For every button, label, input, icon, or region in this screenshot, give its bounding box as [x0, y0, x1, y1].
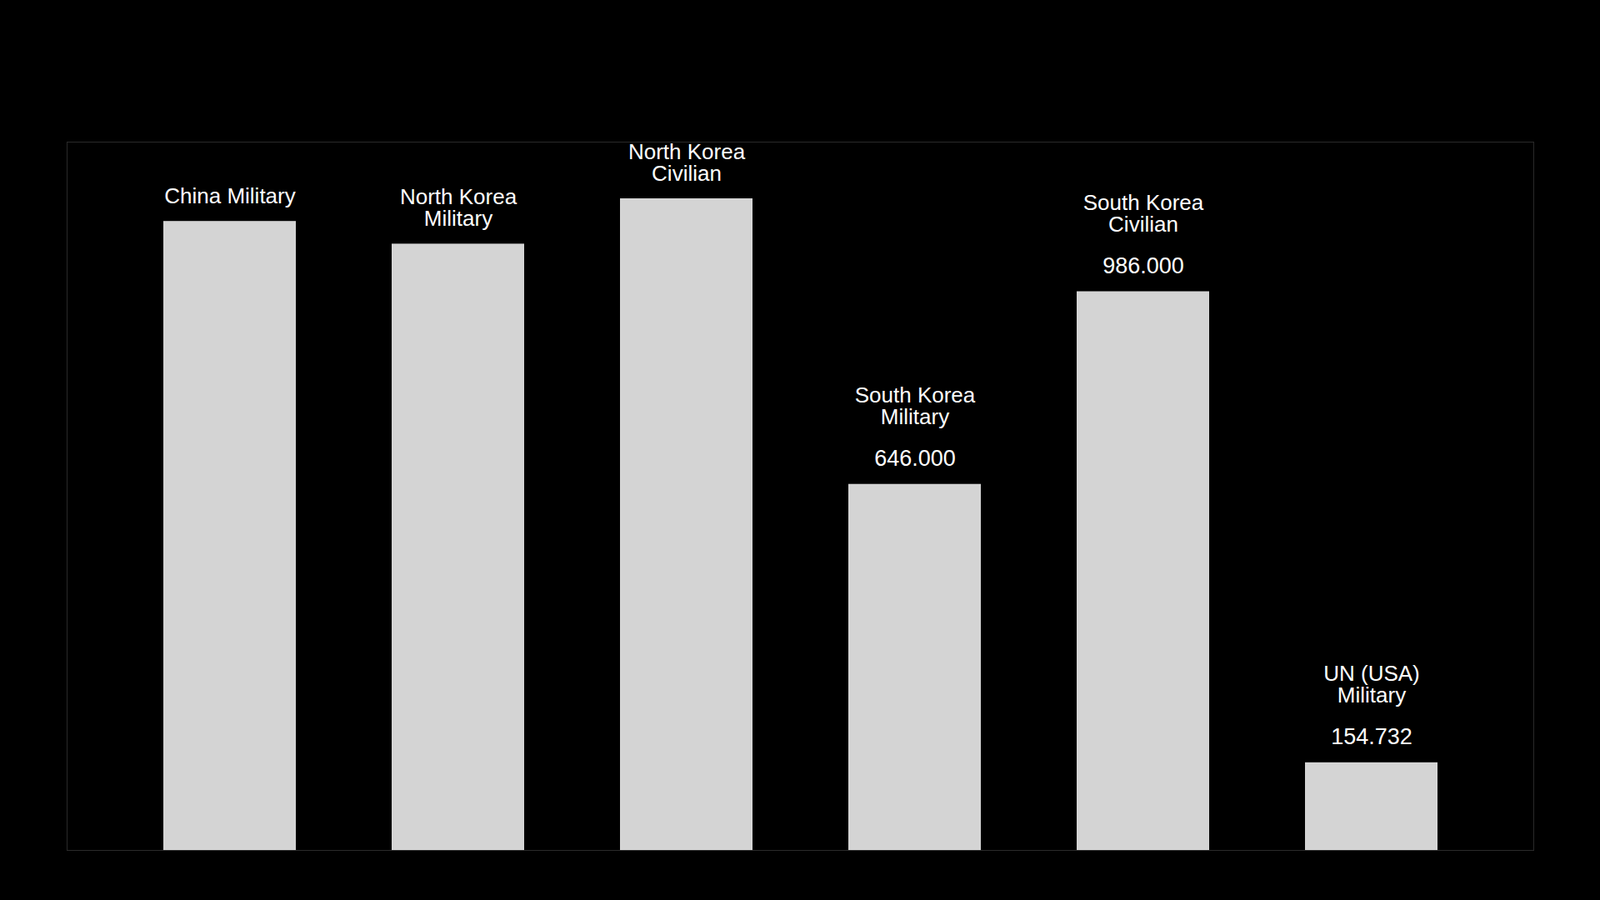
svg-text:South KoreaCivilian: South KoreaCivilian — [1083, 190, 1205, 237]
svg-text:646.000: 646.000 — [874, 445, 956, 471]
svg-text:North KoreaCivilian: North KoreaCivilian — [628, 139, 746, 186]
svg-text:UN (USA)Military: UN (USA)Military — [1323, 660, 1420, 708]
svg-text:North KoreaMilitary: North KoreaMilitary — [400, 184, 518, 231]
svg-text:China Military: China Military — [164, 183, 296, 209]
svg-text:986.000: 986.000 — [1102, 253, 1185, 279]
svg-text:South KoreaMilitary: South KoreaMilitary — [855, 382, 976, 430]
svg-text:154.732: 154.732 — [1330, 724, 1413, 750]
